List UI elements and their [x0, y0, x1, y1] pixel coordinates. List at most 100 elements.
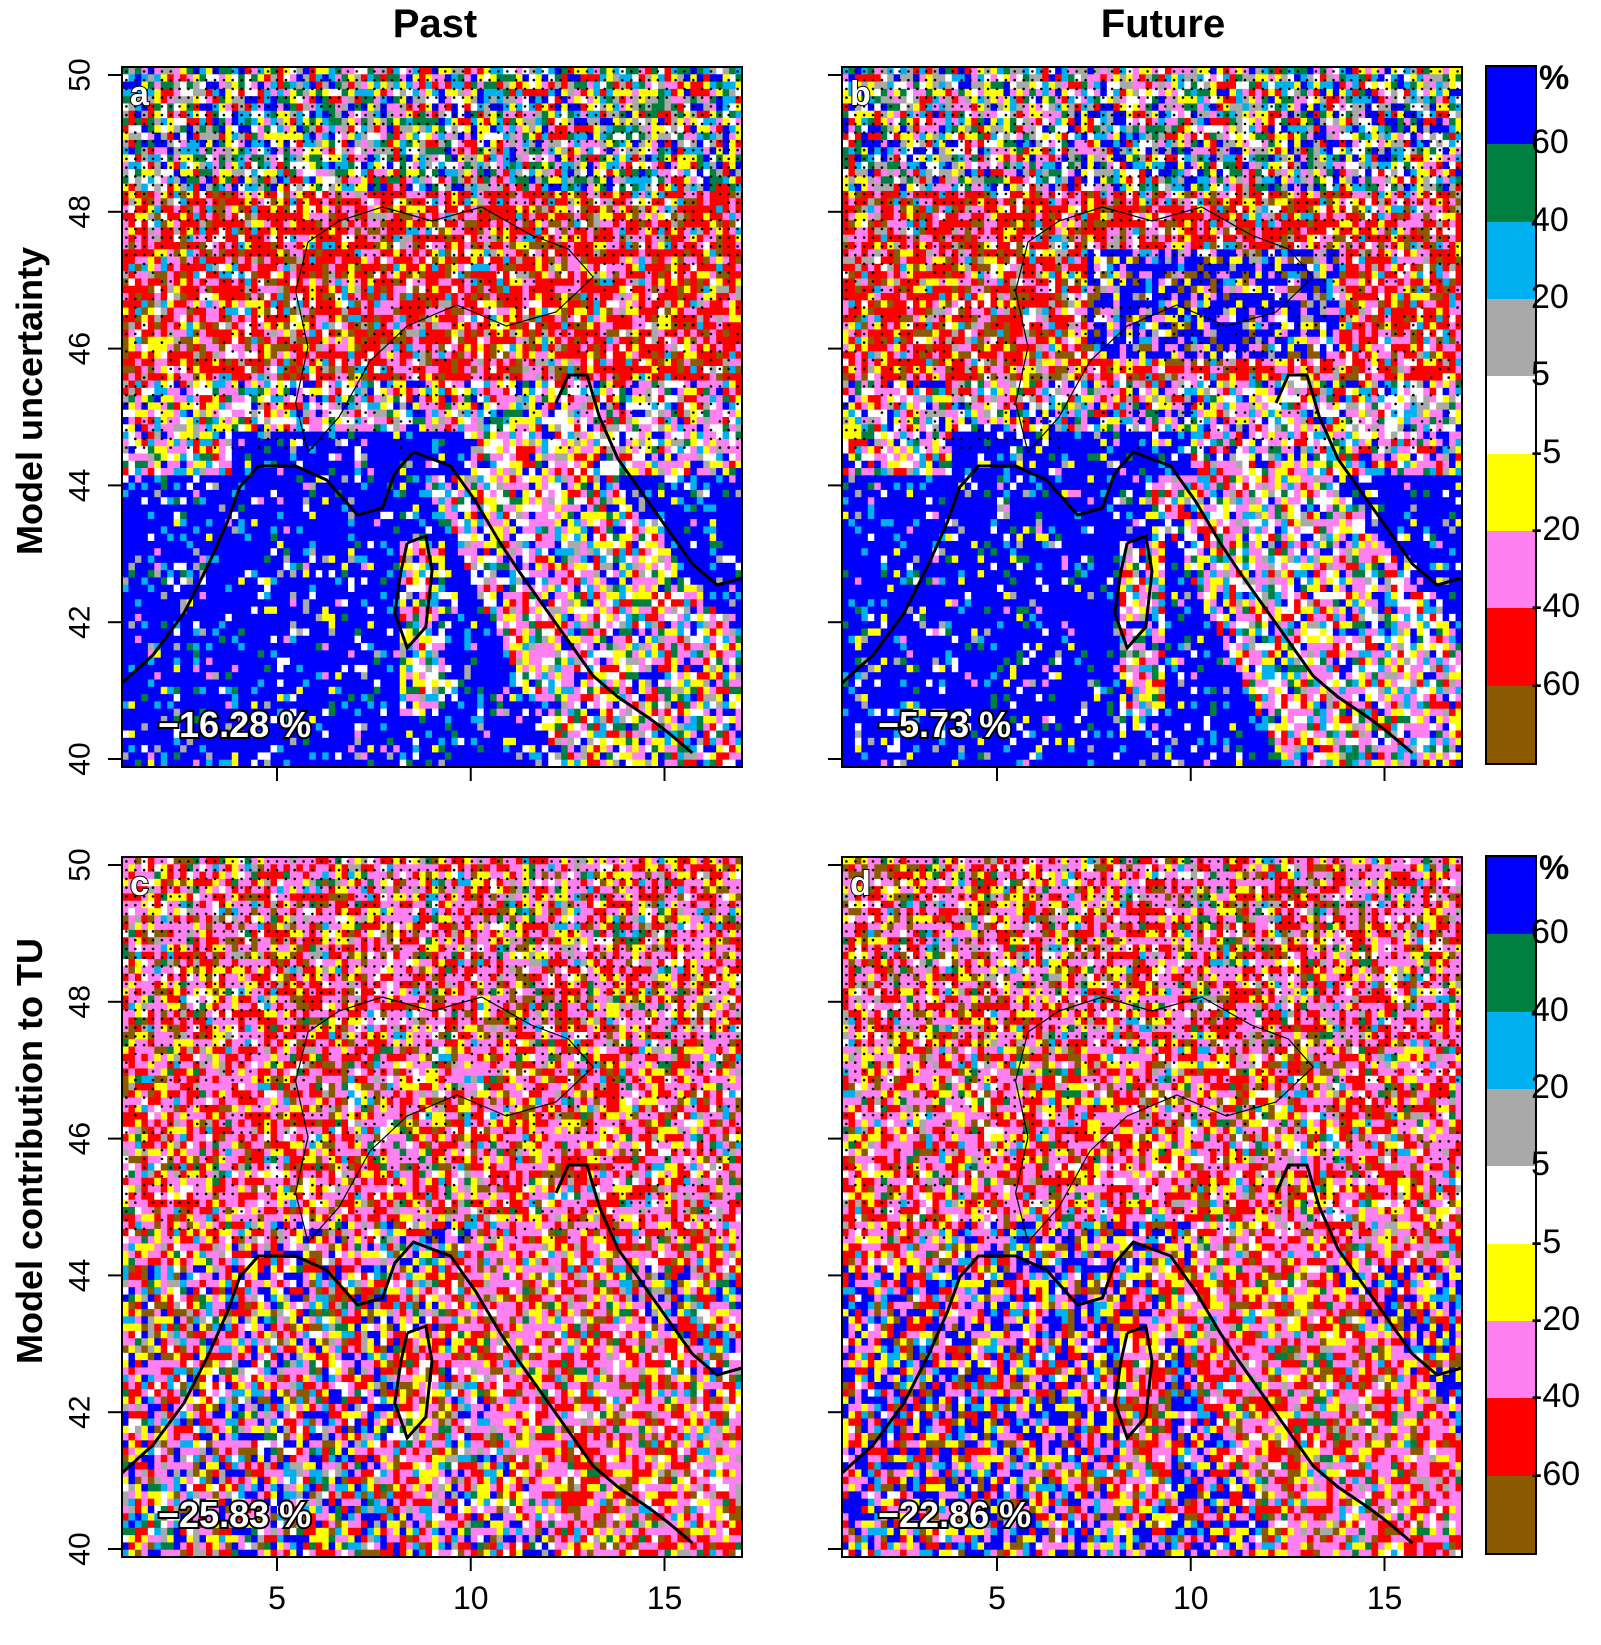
- heatmap-cell: [283, 271, 290, 279]
- heatmap-cell: [464, 191, 471, 199]
- heatmap-cell: [729, 271, 736, 279]
- heatmap-cell: [703, 300, 710, 308]
- heatmap-cell: [206, 308, 213, 316]
- heatmap-cell: [600, 169, 607, 177]
- heatmap-cell: [277, 147, 284, 155]
- heatmap-cell: [497, 176, 504, 184]
- heatmap-cell: [348, 322, 355, 330]
- heatmap-cell: [212, 322, 219, 330]
- heatmap-cell: [561, 96, 568, 104]
- heatmap-cell: [335, 322, 342, 330]
- heatmap-cell: [271, 286, 278, 294]
- heatmap-cell: [464, 257, 471, 265]
- heatmap-cell: [322, 206, 329, 214]
- heatmap-cell: [464, 82, 471, 90]
- heatmap-cell: [316, 249, 323, 257]
- heatmap-cell: [348, 257, 355, 265]
- heatmap-cell: [419, 162, 426, 170]
- heatmap-cell: [677, 278, 684, 286]
- heatmap-cell: [593, 257, 600, 265]
- heatmap-cell: [490, 264, 497, 272]
- heatmap-cell: [154, 293, 161, 301]
- heatmap-cell: [154, 176, 161, 184]
- heatmap-cell: [432, 103, 439, 111]
- heatmap-cell: [593, 264, 600, 272]
- heatmap-cell: [393, 96, 400, 104]
- heatmap-cell: [393, 300, 400, 308]
- heatmap-cell: [225, 249, 232, 257]
- heatmap-cell: [703, 220, 710, 228]
- heatmap-cell: [355, 206, 362, 214]
- heatmap-cell: [154, 118, 161, 126]
- heatmap-cell: [148, 257, 155, 265]
- heatmap-cell: [135, 176, 142, 184]
- heatmap-cell: [225, 322, 232, 330]
- heatmap-cell: [419, 242, 426, 250]
- heatmap-cell: [348, 315, 355, 323]
- heatmap-cell: [258, 213, 265, 221]
- heatmap-cell: [568, 89, 575, 97]
- heatmap-cell: [361, 147, 368, 155]
- heatmap-cell: [600, 257, 607, 265]
- heatmap-cell: [561, 155, 568, 163]
- heatmap-cell: [355, 293, 362, 301]
- heatmap-cell: [309, 155, 316, 163]
- heatmap-cell: [535, 118, 542, 126]
- heatmap-cell: [632, 235, 639, 243]
- heatmap-cell: [322, 67, 329, 75]
- heatmap-cell: [632, 249, 639, 257]
- heatmap-cell: [135, 147, 142, 155]
- heatmap-cell: [419, 103, 426, 111]
- heatmap-cell: [477, 264, 484, 272]
- heatmap-cell: [729, 264, 736, 272]
- heatmap-cell: [535, 147, 542, 155]
- heatmap-cell: [451, 330, 458, 338]
- heatmap-cell: [658, 191, 665, 199]
- heatmap-cell: [658, 147, 665, 155]
- heatmap-cell: [445, 315, 452, 323]
- heatmap-cell: [658, 322, 665, 330]
- heatmap-cell: [652, 264, 659, 272]
- heatmap-cell: [677, 125, 684, 133]
- heatmap-cell: [180, 278, 187, 286]
- heatmap-cell: [658, 169, 665, 177]
- heatmap-cell: [283, 176, 290, 184]
- heatmap-cell: [174, 242, 181, 250]
- heatmap-cell: [497, 278, 504, 286]
- heatmap-cell: [729, 278, 736, 286]
- heatmap-cell: [393, 242, 400, 250]
- heatmap-cell: [665, 125, 672, 133]
- heatmap-cell: [426, 191, 433, 199]
- heatmap-cell: [671, 191, 678, 199]
- heatmap-cell: [658, 89, 665, 97]
- heatmap-cell: [432, 191, 439, 199]
- heatmap-cell: [393, 271, 400, 279]
- heatmap-cell: [593, 220, 600, 228]
- heatmap-cell: [348, 264, 355, 272]
- heatmap-cell: [587, 176, 594, 184]
- heatmap-cell: [400, 264, 407, 272]
- heatmap-cell: [419, 322, 426, 330]
- heatmap-cell: [555, 278, 562, 286]
- heatmap-cell: [361, 330, 368, 338]
- heatmap-cell: [309, 162, 316, 170]
- heatmap-cell: [561, 169, 568, 177]
- heatmap-cell: [380, 308, 387, 316]
- heatmap-cell: [290, 191, 297, 199]
- heatmap-cell: [309, 278, 316, 286]
- heatmap-cell: [703, 133, 710, 141]
- heatmap-cell: [348, 89, 355, 97]
- heatmap-cell: [451, 176, 458, 184]
- heatmap-cell: [490, 96, 497, 104]
- heatmap-cell: [283, 133, 290, 141]
- heatmap-cell: [626, 257, 633, 265]
- heatmap-cell: [665, 220, 672, 228]
- heatmap-cell: [296, 162, 303, 170]
- heatmap-cell: [426, 133, 433, 141]
- heatmap-cell: [490, 140, 497, 148]
- heatmap-cell: [703, 286, 710, 294]
- heatmap-cell: [303, 300, 310, 308]
- heatmap-cell: [419, 89, 426, 97]
- heatmap-cell: [458, 89, 465, 97]
- heatmap-cell: [613, 330, 620, 338]
